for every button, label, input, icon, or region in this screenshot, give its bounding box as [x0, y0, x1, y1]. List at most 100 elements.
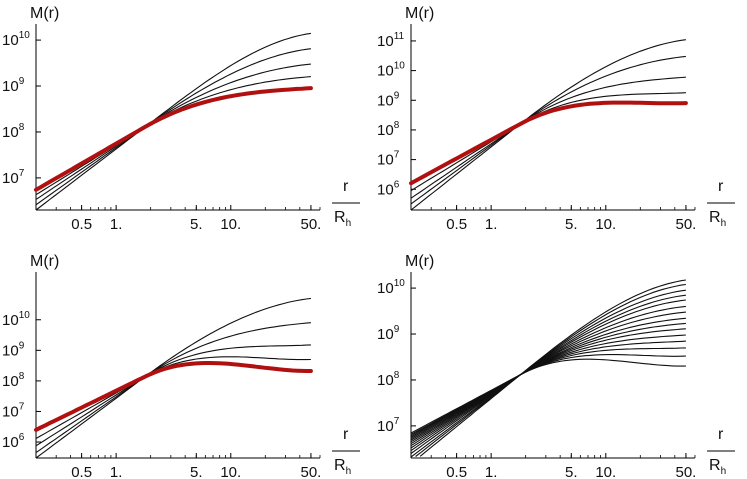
x-tick-label: 0.5 [446, 464, 467, 479]
y-tick-label: 109 [377, 324, 400, 343]
series-line [410, 305, 686, 449]
x-tick-label: 0.5 [71, 464, 92, 479]
y-tick-exponent: 9 [394, 90, 400, 101]
series-line [410, 317, 686, 445]
x-axis-title-numerator: r [718, 178, 724, 195]
y-axis-title: M(r) [405, 253, 434, 270]
x-tick-label: 0.5 [71, 216, 92, 233]
highlight-series-line [409, 100, 688, 186]
x-tick-label: 10. [595, 464, 616, 479]
series-line [410, 102, 686, 184]
series-line [35, 356, 311, 439]
x-tick-label: 10. [595, 216, 616, 233]
y-tick-exponent: 7 [394, 416, 400, 427]
series-line [35, 32, 311, 211]
y-tick-exponent: 10 [394, 61, 406, 72]
x-tick-label: 50. [675, 464, 696, 479]
y-tick-exponent: 7 [19, 401, 25, 412]
series-line [410, 76, 686, 199]
y-tick-exponent: 9 [19, 340, 25, 351]
y-tick-label: 1010 [377, 278, 405, 297]
y-tick-exponent: 10 [19, 310, 31, 321]
x-axis-title-subscript: h [721, 218, 727, 229]
series-line [410, 289, 686, 458]
series-line [410, 55, 686, 205]
x-tick-label: 50. [300, 216, 321, 233]
y-tick-label: 106 [2, 432, 25, 451]
highlight-series-line [34, 361, 313, 432]
y-tick-label: 107 [377, 150, 400, 169]
x-axis-title-numerator: r [343, 426, 349, 443]
y-tick-label: 109 [2, 340, 25, 359]
x-axis-title-subscript: h [346, 466, 352, 477]
series-line [35, 76, 311, 196]
y-tick-exponent: 7 [19, 168, 25, 179]
series-line [419, 279, 686, 457]
x-axis-title-numerator: r [718, 426, 724, 443]
y-axis-title: M(r) [30, 253, 59, 270]
x-tick-label: 0.5 [446, 216, 467, 233]
y-tick-label: 108 [377, 370, 400, 389]
y-tick-label: 1011 [377, 31, 405, 50]
x-tick-label: 1. [485, 464, 498, 479]
y-tick-exponent: 7 [394, 150, 400, 161]
y-tick-exponent: 11 [394, 31, 405, 42]
x-tick-label: 1. [485, 216, 498, 233]
series-line [410, 358, 686, 434]
x-tick-label: 5. [190, 216, 203, 233]
series-line [415, 283, 686, 457]
x-tick-label: 5. [565, 464, 578, 479]
y-tick-exponent: 8 [394, 120, 400, 131]
y-tick-label: 1010 [2, 310, 30, 329]
x-axis-title-denominator: Rh [334, 209, 351, 229]
series-line [410, 322, 686, 443]
x-tick-label: 1. [110, 216, 123, 233]
highlight-series-line [34, 86, 313, 192]
y-tick-label: 109 [2, 76, 25, 95]
x-tick-label: 50. [300, 464, 321, 479]
y-axis-title: M(r) [405, 5, 434, 22]
x-axis-title-denominator: Rh [709, 457, 726, 477]
y-tick-label: 1010 [377, 61, 405, 80]
series-line [410, 328, 686, 441]
series-line [35, 87, 311, 191]
x-axis-title-denominator: Rh [709, 209, 726, 229]
x-tick-label: 10. [220, 464, 241, 479]
series-line [410, 294, 686, 454]
y-tick-label: 108 [2, 371, 25, 390]
y-tick-exponent: 6 [19, 432, 25, 443]
series-line [35, 48, 311, 206]
x-tick-label: 5. [190, 464, 203, 479]
x-tick-label: 5. [565, 216, 578, 233]
y-tick-exponent: 6 [394, 179, 400, 190]
y-tick-exponent: 9 [19, 76, 25, 87]
series-line [410, 299, 686, 452]
y-tick-exponent: 10 [394, 278, 406, 289]
y-tick-exponent: 10 [19, 30, 31, 41]
series-line [410, 354, 686, 435]
y-tick-label: 1010 [2, 30, 30, 49]
y-tick-label: 108 [2, 122, 25, 141]
series-line [410, 334, 686, 440]
y-tick-label: 109 [377, 90, 400, 109]
x-axis-title-denominator: Rh [334, 457, 351, 477]
x-axis-title-subscript: h [346, 218, 352, 229]
y-tick-label: 108 [377, 120, 400, 139]
series-line [35, 322, 311, 454]
y-axis-title: M(r) [30, 5, 59, 22]
y-tick-label: 107 [2, 401, 25, 420]
y-tick-exponent: 8 [19, 122, 25, 133]
series-line [410, 347, 686, 437]
y-tick-exponent: 9 [394, 324, 400, 335]
x-axis-title-subscript: h [721, 466, 727, 477]
x-tick-label: 10. [220, 216, 241, 233]
series-line [35, 63, 311, 200]
series-line [410, 340, 686, 438]
series-line [35, 297, 311, 459]
y-tick-exponent: 8 [19, 371, 25, 382]
